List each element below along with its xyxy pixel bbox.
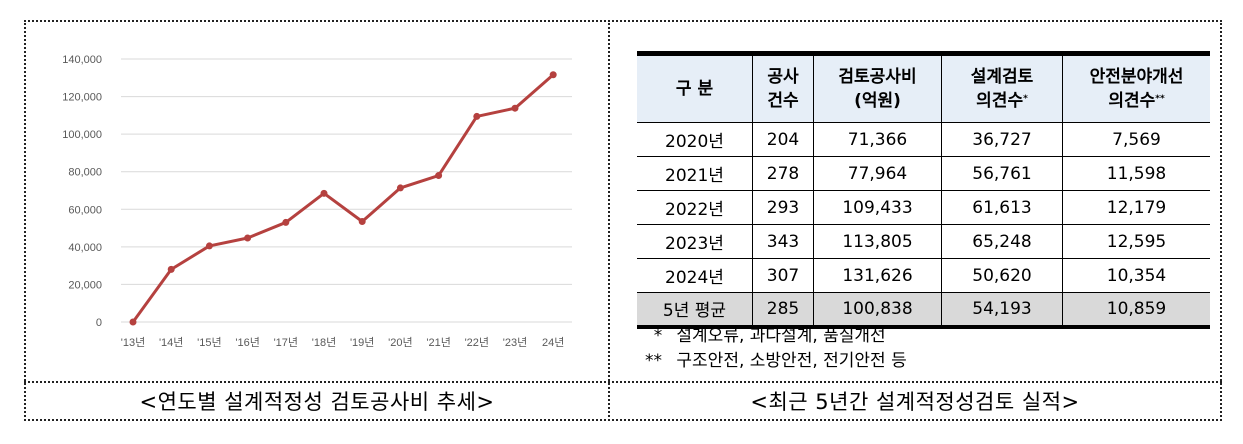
cell-safety-opinions: 10,354: [1062, 258, 1210, 293]
cell-cost: 71,366: [813, 122, 942, 157]
svg-text:'17년: '17년: [274, 336, 298, 349]
table-header-row: 구 분 공사 건수 검토공사비 (억원) 설계검토 의견수* 안전분야개선 의견수**: [637, 53, 1210, 123]
svg-text:140,000: 140,000: [62, 54, 102, 66]
svg-text:'15년: '15년: [197, 336, 221, 349]
performance-table: 구 분 공사 건수 검토공사비 (억원) 설계검토 의견수* 안전분야개선 의견수** …: [637, 51, 1210, 329]
table-row: 2022년 293 109,433 61,613 12,179: [637, 190, 1210, 225]
svg-text:100,000: 100,000: [62, 129, 102, 141]
chart-caption: <연도별 설계적정성 검토공사비 추세>: [139, 390, 495, 414]
svg-text:'22년: '22년: [465, 336, 489, 349]
cell-count: 307: [752, 258, 814, 293]
line-chart: 0 20,000 40,000 60,000 80,000 100,000 120,000 1…: [26, 22, 608, 380]
chart-gridlines: [121, 58, 572, 323]
cell-safety-opinions: 7,569: [1062, 122, 1210, 157]
table-average-row: 5년 평균 285 100,838 54,193 10,859: [637, 292, 1210, 327]
vertical-divider: [608, 20, 610, 421]
svg-text:'20년: '20년: [388, 336, 412, 349]
svg-text:'21년: '21년: [426, 336, 450, 349]
header-design-review-opinions: 설계검토 의견수*: [941, 53, 1063, 123]
data-series: [129, 71, 557, 326]
chart-svg: 0 20,000 40,000 60,000 80,000 100,000 120,000 1…: [62, 54, 572, 349]
table-row: 2020년 204 71,366 36,727 7,569: [637, 122, 1210, 157]
table-row: 2024년 307 131,626 50,620 10,354: [637, 258, 1210, 293]
cell-safety-opinions: 12,595: [1062, 224, 1210, 259]
svg-text:20,000: 20,000: [68, 279, 102, 291]
svg-text:24년: 24년: [542, 336, 564, 349]
svg-text:40,000: 40,000: [68, 242, 102, 254]
svg-text:'19년: '19년: [350, 336, 374, 349]
footnote: ** 구조안전, 소방안전, 전기안전 등: [645, 351, 907, 371]
svg-text:'18년: '18년: [312, 336, 336, 349]
y-axis-ticks: 0 20,000 40,000 60,000 80,000 100,000 120,000 1…: [62, 54, 102, 329]
cell-year: 2021년: [665, 166, 724, 186]
header-safety-opinions: 안전분야개선 의견수**: [1062, 53, 1210, 123]
cell-avg-safety-opinions: 10,859: [1062, 292, 1210, 327]
x-axis-ticks: '13년 '14년 '15년 '16년 '17년 '18년 '19년 '20년 '21년 '22년…: [121, 336, 565, 349]
cell-year: 2023년: [665, 234, 724, 254]
cell-year: 2024년: [665, 268, 724, 288]
cell-year: 2020년: [665, 132, 724, 152]
header-project-count: 공사 건수: [752, 53, 814, 123]
cell-design-opinions: 50,620: [941, 258, 1063, 293]
svg-text:80,000: 80,000: [68, 167, 102, 179]
cell-cost: 113,805: [813, 224, 942, 259]
cell-cost: 109,433: [813, 190, 942, 225]
cell-design-opinions: 36,727: [941, 122, 1063, 157]
cell-avg-count: 285: [752, 292, 814, 327]
cell-count: 293: [752, 190, 814, 225]
cell-design-opinions: 65,248: [941, 224, 1063, 259]
cell-design-opinions: 61,613: [941, 190, 1063, 225]
cell-count: 343: [752, 224, 814, 259]
svg-text:60,000: 60,000: [68, 204, 102, 216]
table-caption: <최근 5년간 설계적정성검토 실적>: [750, 390, 1080, 414]
svg-text:'13년: '13년: [121, 336, 145, 349]
cell-count: 278: [752, 156, 814, 191]
table-row: 2023년 343 113,805 65,248 12,595: [637, 224, 1210, 259]
cell-design-opinions: 56,761: [941, 156, 1063, 191]
svg-text:'14년: '14년: [159, 336, 183, 349]
header-category: 구 분: [675, 79, 714, 99]
cell-safety-opinions: 11,598: [1062, 156, 1210, 191]
header-review-cost: 검토공사비 (억원): [813, 53, 942, 123]
horizontal-divider: [24, 381, 1222, 383]
svg-text:'16년: '16년: [235, 336, 259, 349]
svg-text:0: 0: [96, 317, 102, 329]
cell-safety-opinions: 12,179: [1062, 190, 1210, 225]
svg-text:'23년: '23년: [503, 336, 527, 349]
cell-avg-design-opinions: 54,193: [941, 292, 1063, 327]
cell-count: 204: [752, 122, 814, 157]
cell-cost: 77,964: [813, 156, 942, 191]
cell-avg-label: 5년 평균: [662, 301, 727, 322]
cell-cost: 131,626: [813, 258, 942, 293]
table-footnotes: * 설계오류, 과다설계, 품질개선 ** 구조안전, 소방안전, 전기안전 등: [645, 324, 907, 374]
cell-avg-cost: 100,838: [813, 292, 942, 327]
table-row: 2021년 278 77,964 56,761 11,598: [637, 156, 1210, 191]
svg-text:120,000: 120,000: [62, 92, 102, 104]
footnote: * 설계오류, 과다설계, 품질개선: [653, 326, 886, 346]
cell-year: 2022년: [665, 200, 724, 220]
figure-frame: [24, 20, 1222, 421]
